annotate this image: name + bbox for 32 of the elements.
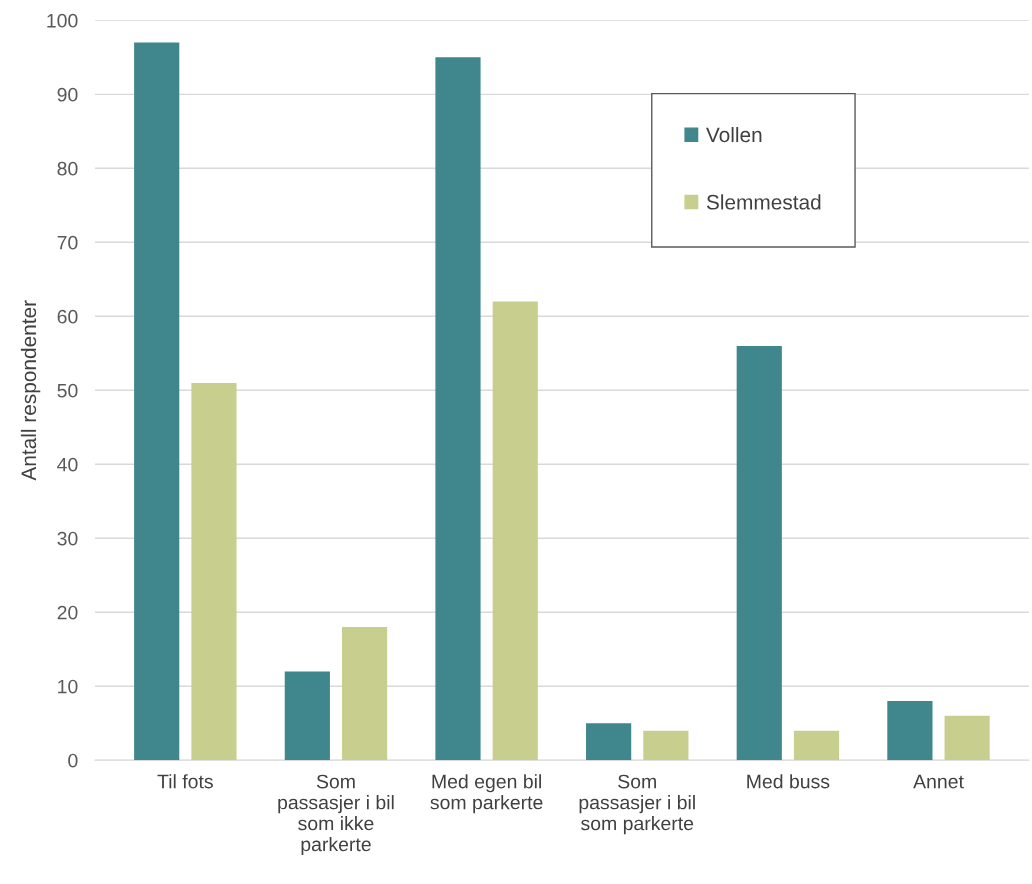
y-tick-label: 20 (57, 605, 78, 620)
x-tick-label: Annet (913, 774, 964, 789)
bar (435, 57, 481, 761)
y-axis-title: Antall respondenter (20, 300, 41, 481)
bar (586, 723, 632, 761)
bar (492, 301, 538, 761)
legend-label: Slemmestad (706, 194, 821, 210)
x-tick-label: Til fots (157, 774, 213, 789)
x-tick-label: Som passasjer i bil som parkerte (579, 774, 695, 835)
y-tick-label: 90 (57, 87, 78, 102)
x-tick-label: Med egen bil som parkerte (430, 774, 543, 814)
bar (944, 715, 990, 761)
y-tick-label: 70 (57, 235, 78, 250)
y-tick-label: 0 (68, 753, 78, 768)
y-tick-label: 80 (57, 161, 78, 176)
y-tick-label: 100 (47, 13, 78, 28)
bar (643, 730, 689, 761)
y-tick-label: 50 (57, 383, 78, 398)
bar (793, 730, 840, 761)
y-tick-label: 10 (58, 679, 78, 694)
bar (887, 701, 933, 761)
x-tick-label: Med buss (747, 774, 830, 789)
y-tick-label: 60 (57, 309, 78, 324)
legend-label: Vollen (706, 126, 762, 143)
bar (191, 382, 237, 761)
bar (134, 42, 180, 761)
bar (736, 345, 782, 761)
y-tick-label: 40 (57, 457, 78, 472)
y-tick-label: 30 (57, 531, 78, 546)
x-tick-label: Som passasjer i bil som ikke parkerte (278, 774, 394, 856)
bar (341, 627, 388, 761)
bar (284, 671, 330, 761)
